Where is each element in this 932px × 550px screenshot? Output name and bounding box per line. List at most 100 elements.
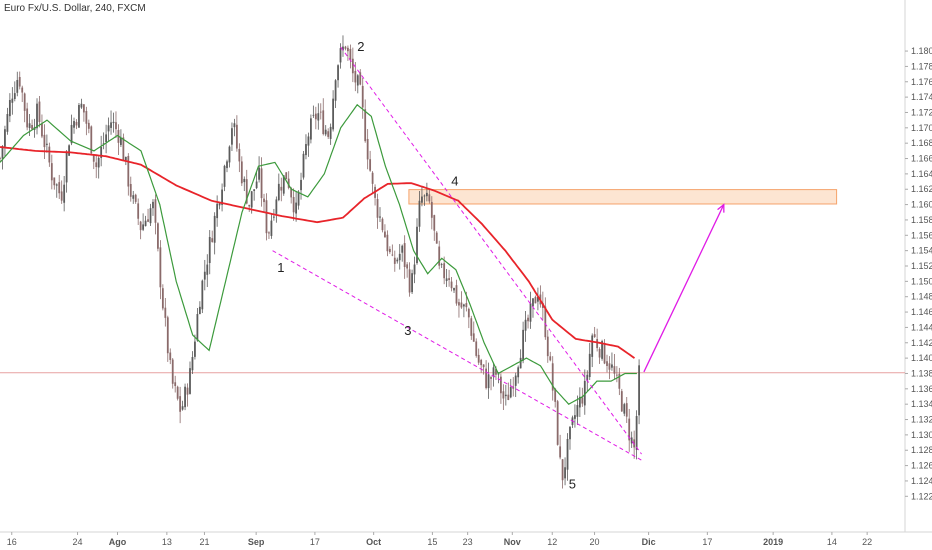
candle-body <box>467 308 470 318</box>
candle-body <box>100 146 103 158</box>
candle-body <box>233 123 236 128</box>
candle-body <box>408 269 411 293</box>
candle-body <box>527 317 529 322</box>
candle-body <box>36 103 38 129</box>
candle-body <box>223 165 226 187</box>
candle-body <box>635 416 638 450</box>
candle-body <box>189 368 191 394</box>
time-tick-label: 15 <box>427 537 437 547</box>
candle-body <box>443 263 446 279</box>
candle-body <box>532 298 534 307</box>
candle-body <box>78 104 80 128</box>
candle-body <box>248 204 251 207</box>
candle-body <box>366 138 369 160</box>
wave-label-5: 5 <box>569 477 576 492</box>
price-axis[interactable]: 1.18000 1.17800 1.17600 1.17400 1.17200 1.170… <box>905 46 932 501</box>
candle-body <box>310 118 312 140</box>
price-tick-label: 1.13400 <box>911 399 932 409</box>
candle-body <box>455 285 458 304</box>
candle-body <box>102 143 105 145</box>
candle-body <box>356 75 359 86</box>
candle-body <box>554 388 557 402</box>
time-tick-label: 16 <box>7 537 17 547</box>
candle-body <box>110 122 112 128</box>
candle-body <box>386 234 389 252</box>
time-axis[interactable]: 16 24 Ago 13 21 Sep 17 Oct 15 23 Nov 12 20 Dic 17 2019 1… <box>7 532 872 547</box>
candle-body <box>277 183 280 201</box>
wave-labels: 1 2 3 4 5 <box>277 39 576 492</box>
candle-body <box>50 163 53 181</box>
candle-body <box>574 415 576 419</box>
candle-body <box>485 368 487 389</box>
candle-body <box>492 367 495 377</box>
resistance-zone-box <box>408 189 838 205</box>
candle-body <box>211 238 214 242</box>
time-tick-label: Nov <box>504 537 521 547</box>
candle-body <box>198 306 201 315</box>
candle-body <box>43 134 46 148</box>
candle-body <box>45 143 48 145</box>
candle-body <box>593 334 596 338</box>
wave-label-2: 2 <box>357 39 364 54</box>
candle-body <box>430 201 433 218</box>
price-tick-label: 1.17000 <box>911 123 932 133</box>
candle-body <box>349 48 352 61</box>
candle-body <box>344 46 347 49</box>
candle-body <box>598 349 601 358</box>
candle-body <box>127 155 130 187</box>
candle-body <box>95 162 98 167</box>
candle-body <box>398 253 401 261</box>
candle-body <box>453 287 455 291</box>
candle-body <box>630 437 633 444</box>
time-tick-label: 24 <box>73 537 83 547</box>
candle-body <box>504 394 507 397</box>
candle-body <box>231 128 233 145</box>
candle-body <box>147 219 149 222</box>
candle-body <box>280 186 283 191</box>
candle-body <box>546 336 549 357</box>
candle-body <box>265 200 268 234</box>
time-tick-label: 23 <box>463 537 473 547</box>
candle-body <box>502 391 505 399</box>
price-tick-label: 1.16400 <box>911 169 932 179</box>
candle-body <box>581 397 584 404</box>
moving-averages <box>0 103 637 405</box>
candle-body <box>618 373 621 389</box>
candle-body <box>48 146 51 163</box>
candle-body <box>201 280 204 310</box>
candle-body <box>411 273 413 293</box>
time-tick-label: 20 <box>590 537 600 547</box>
candle-body <box>445 278 448 281</box>
candle-body <box>472 333 475 342</box>
price-tick-label: 1.17400 <box>911 92 932 102</box>
candle-body <box>164 307 167 318</box>
candle-body <box>90 126 93 154</box>
candle-body <box>297 191 300 206</box>
price-tick-label: 1.14400 <box>911 322 932 332</box>
candle-body <box>413 264 416 275</box>
time-tick-label: Dic <box>642 537 656 547</box>
price-tick-label: 1.16000 <box>911 200 932 210</box>
candle-body <box>21 87 24 93</box>
wave-label-3: 3 <box>404 323 411 338</box>
candle-body <box>28 123 31 128</box>
candle-body <box>87 122 90 129</box>
candle-body <box>38 101 41 122</box>
price-tick-label: 1.17600 <box>911 77 932 87</box>
candle-body <box>253 189 256 192</box>
candle-body <box>596 339 599 349</box>
candle-body <box>240 161 243 184</box>
time-tick-label: Sep <box>248 537 265 547</box>
time-tick-label: 13 <box>162 537 172 547</box>
arrow-shaft <box>643 204 725 373</box>
candle-body <box>611 364 613 368</box>
price-tick-label: 1.13000 <box>911 430 932 440</box>
candle-body <box>255 181 258 189</box>
candle-body <box>268 232 270 234</box>
time-tick-label: 22 <box>862 537 872 547</box>
candle-body <box>391 254 394 256</box>
candle-body <box>396 259 399 262</box>
candle-body <box>638 365 640 416</box>
price-tick-label: 1.16800 <box>911 138 932 148</box>
